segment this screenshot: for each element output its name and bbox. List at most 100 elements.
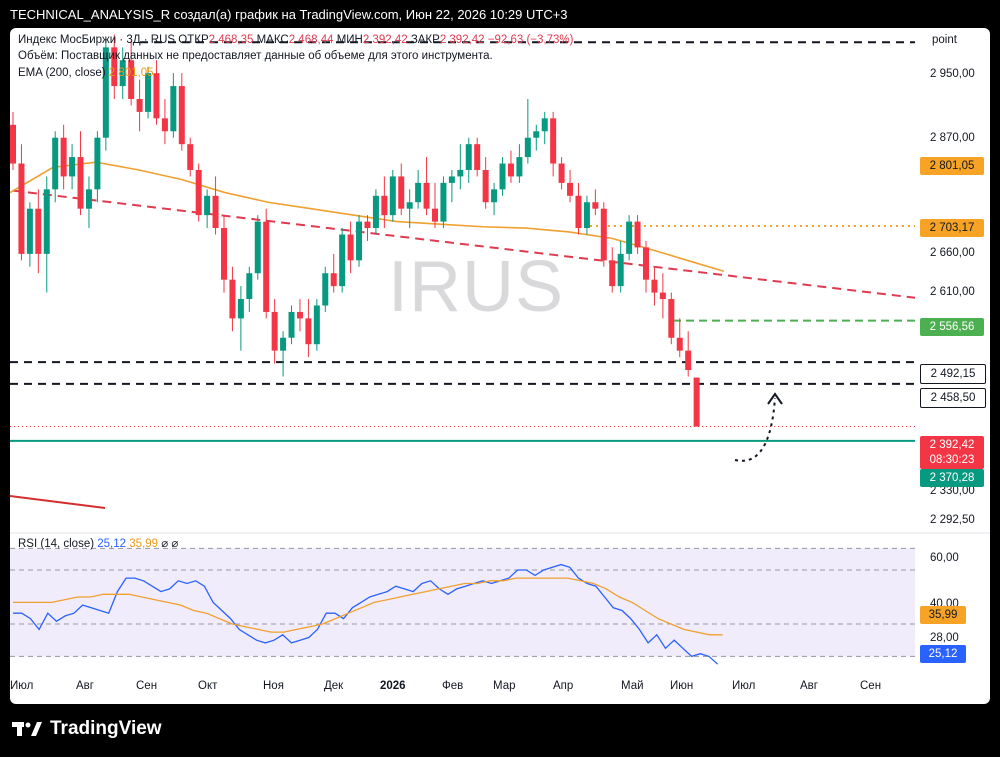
chart-card[interactable]: IRUS Индекс МосБиржи · 3Д · RUS ОТКР2 46…: [10, 28, 990, 704]
candle-body: [567, 182, 574, 196]
candle-body: [676, 337, 683, 351]
red-segment: [10, 495, 106, 509]
candle-body: [271, 311, 278, 351]
price-badge: 2 392,42: [920, 436, 984, 454]
chart-canvas[interactable]: [10, 28, 990, 704]
rsi-legend: RSI (14, close) 25,12 35,99 ⌀ ⌀: [18, 536, 178, 550]
close-label: ЗАКР: [410, 34, 440, 46]
candle-body: [204, 195, 211, 216]
candle-body: [659, 292, 666, 300]
time-axis-label: Сен: [860, 680, 882, 692]
time-axis-label: Фев: [442, 680, 464, 692]
candle-body: [440, 182, 447, 222]
price-tick-label: 2 870,00: [930, 132, 975, 144]
tradingview-logo-icon: [12, 722, 42, 736]
rsi-hidden-icon-2: ⌀: [171, 538, 179, 550]
time-axis-label: Май: [621, 680, 644, 692]
candle-body: [339, 234, 346, 287]
open-label: ОТКР: [178, 34, 209, 46]
candle-body: [533, 131, 540, 138]
candle-body: [389, 176, 396, 216]
candle-body: [609, 260, 616, 287]
change-value: −92,63 (−3,73%): [487, 34, 574, 46]
candle-body: [322, 273, 329, 306]
rsi-tick-label: 60,00: [930, 552, 959, 564]
candle-body: [356, 221, 363, 261]
candle-body: [693, 377, 700, 427]
rsi-label[interactable]: RSI (14, close): [18, 538, 95, 550]
open-value: 2 468,35: [208, 34, 254, 46]
rsi-badge: 25,12: [920, 645, 966, 663]
rsi-value: 25,12: [97, 538, 127, 550]
time-axis-label: Июл: [732, 680, 756, 692]
candle-body: [524, 137, 531, 158]
candle-body: [85, 189, 92, 209]
candle-body: [111, 47, 118, 87]
time-axis-label: Июл: [10, 680, 34, 692]
candle-body: [69, 157, 76, 177]
price-tick-label: 2 950,00: [930, 68, 975, 80]
volume-note: Объём: Поставщик данных не предоставляет…: [18, 50, 493, 62]
candle-body: [668, 299, 675, 338]
candle-body: [583, 202, 590, 229]
candle-body: [94, 137, 101, 190]
candle-body: [313, 305, 320, 345]
candle-body: [305, 318, 312, 345]
candle-body: [482, 169, 489, 203]
candle-body: [77, 157, 84, 209]
projection-arrowhead: [767, 392, 783, 405]
time-axis-label: 2026: [380, 680, 406, 692]
time-axis-label: Ноя: [263, 680, 284, 692]
candle-body: [432, 208, 438, 222]
rsi-band: [10, 548, 915, 657]
candle-body: [187, 144, 194, 170]
time-axis-label: Дек: [324, 680, 344, 692]
candle-body: [52, 137, 59, 190]
candle-body: [415, 182, 422, 203]
time-axis-label: Окт: [198, 680, 218, 692]
candle-body: [145, 73, 152, 112]
candle-body: [474, 144, 481, 170]
price-unit-label: point: [932, 34, 957, 46]
projection-arrow: [734, 397, 776, 462]
high-label: МАКС: [256, 34, 289, 46]
price-badge: 08:30:23: [920, 451, 984, 469]
candle-body: [448, 176, 455, 183]
time-axis-label: Авг: [76, 680, 94, 692]
candle-body: [221, 228, 227, 280]
rsi-line: [13, 563, 719, 665]
candle-body: [119, 60, 126, 87]
price-tick-label: 2 660,00: [930, 247, 975, 259]
time-axis-label: Мар: [493, 680, 516, 692]
price-tick-label: 2 292,50: [930, 514, 975, 526]
candle-body: [136, 98, 143, 112]
high-value: 2 468,44: [288, 34, 334, 46]
price-tick-label: 2 330,00: [930, 485, 975, 497]
time-axis-label: Апр: [553, 680, 574, 692]
candle-body: [60, 137, 67, 177]
candle-body: [499, 163, 506, 190]
candle-body: [685, 350, 692, 371]
candle-body: [178, 86, 185, 145]
rsi-hidden-icon-1: ⌀: [161, 538, 169, 550]
candle-body: [288, 311, 295, 338]
candle-body: [381, 195, 388, 216]
rsi-ma-line: [13, 577, 723, 636]
attribution-text: TECHNICAL_ANALYSIS_R создал(а) график на…: [10, 7, 568, 22]
price-badge: 2 556,56: [920, 318, 984, 336]
candle-body: [634, 221, 641, 248]
candle-body: [491, 189, 498, 203]
candle-body: [296, 311, 303, 319]
rsi-ma-value: 35,99: [129, 538, 159, 550]
ema-label[interactable]: EMA (200, close): [18, 67, 106, 79]
price-badge: 2 703,17: [920, 219, 984, 237]
candle-body: [128, 60, 135, 99]
close-value: 2 392,42: [439, 34, 485, 46]
candle-body: [457, 169, 464, 177]
candle-body: [161, 118, 168, 132]
candle-body: [516, 157, 523, 177]
rsi-tick-label: 28,00: [930, 632, 959, 644]
candle-body: [237, 299, 244, 319]
instrument-name[interactable]: Индекс МосБиржи · 3Д · RUS: [18, 34, 176, 46]
